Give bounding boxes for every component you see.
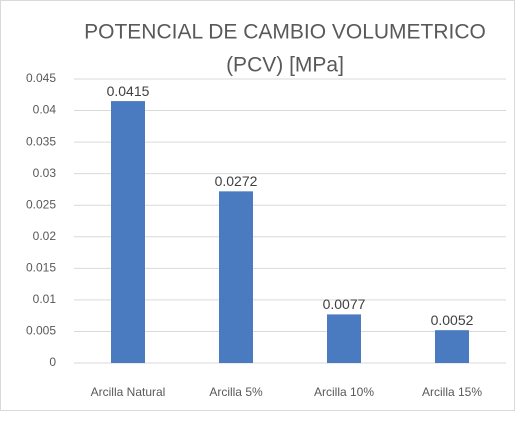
bar <box>219 191 253 363</box>
x-tick-label: Arcilla 5% <box>209 385 263 399</box>
y-tick-label: 0.045 <box>26 71 56 85</box>
y-tick-label: 0.015 <box>26 261 56 275</box>
y-tick-label: 0.02 <box>33 229 57 243</box>
y-tick-label: 0.025 <box>26 197 56 211</box>
bar <box>435 330 469 363</box>
y-tick-label: 0.035 <box>26 134 56 148</box>
value-label: 0.0272 <box>215 173 258 189</box>
chart-title: (PCV) [MPa] <box>226 54 344 77</box>
bar <box>111 101 145 363</box>
y-tick-label: 0.01 <box>33 292 57 306</box>
bar <box>327 314 361 363</box>
x-tick-label: Arcilla 15% <box>422 385 482 399</box>
y-tick-label: 0.03 <box>33 166 57 180</box>
x-tick-label: Arcilla 10% <box>314 385 374 399</box>
y-tick-label: 0.04 <box>33 103 57 117</box>
x-tick-label: Arcilla Natural <box>91 385 166 399</box>
chart-title: POTENCIAL DE CAMBIO VOLUMETRICO <box>84 21 486 44</box>
y-tick-label: 0.005 <box>26 324 56 338</box>
y-tick-label: 0 <box>49 355 56 369</box>
value-label: 0.0077 <box>323 296 366 312</box>
value-label: 0.0052 <box>431 312 474 328</box>
value-label: 0.0415 <box>107 83 150 99</box>
